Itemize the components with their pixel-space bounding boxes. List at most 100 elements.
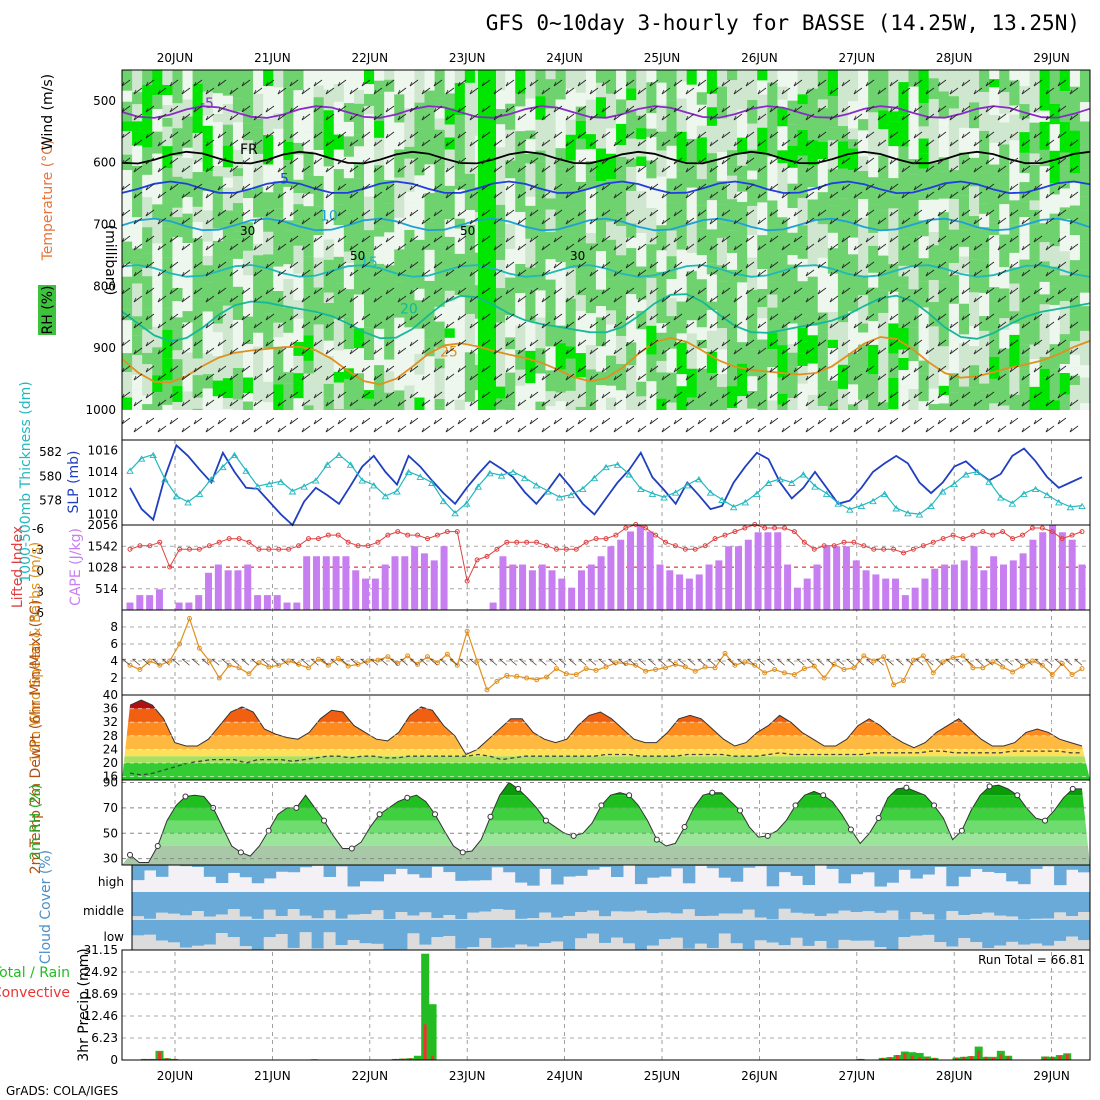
wind-barb [397, 243, 407, 251]
rh-cell [1009, 323, 1020, 335]
wind-barb [565, 113, 575, 121]
wind-barb [721, 79, 731, 87]
cloud-cell [910, 892, 923, 913]
rh-cell [535, 96, 546, 120]
rh-cell [142, 364, 153, 396]
wind-barb [589, 373, 599, 381]
rh-cell [938, 91, 950, 119]
wind-barb [265, 183, 275, 191]
wind-barb [733, 113, 743, 121]
wind-barb [937, 313, 947, 321]
rh-cell [989, 164, 1000, 177]
cloud-cell [503, 865, 516, 873]
rh2m-point [237, 849, 244, 856]
wind-barb [745, 79, 755, 87]
wind-barb [757, 269, 767, 277]
cloud-cell [958, 865, 971, 877]
wind-barb [361, 313, 371, 321]
rh-cell [686, 84, 698, 114]
rh-cell [434, 163, 446, 188]
wind-barb [493, 87, 503, 95]
wind-barb [565, 217, 575, 225]
cloud-cell [143, 865, 157, 871]
rh-cell [464, 82, 476, 110]
cloud-clear [1042, 945, 1055, 950]
rh2m-band [122, 833, 1090, 846]
wind-barb [625, 313, 635, 321]
thickness-point [172, 492, 181, 500]
rh-cell [192, 70, 204, 84]
rh-cell [222, 378, 234, 399]
rh-cell [132, 248, 143, 258]
cloud-clear [826, 913, 840, 920]
rh-cell [928, 99, 940, 112]
rh-cell [969, 102, 980, 129]
cloud-clear [658, 939, 672, 950]
thickness-point [590, 474, 599, 482]
cloud-cell [191, 920, 205, 946]
rh-cell [253, 217, 264, 244]
rh-cell [636, 299, 647, 311]
wind-barb [493, 165, 503, 173]
rh-cell [858, 332, 869, 345]
wind-barb [1057, 105, 1067, 113]
wind-barb [829, 347, 839, 355]
li-point [315, 536, 321, 542]
rh-cell [1069, 111, 1081, 131]
cloud-cell [862, 920, 875, 941]
wind10-point [405, 653, 411, 659]
precip-conv-bar [910, 1055, 914, 1060]
rh2m-point [515, 785, 522, 792]
li-point [1000, 529, 1006, 535]
rh-cell [384, 265, 395, 286]
wind-barb [457, 131, 467, 139]
rh-cell [283, 186, 294, 221]
rh-cell [757, 127, 768, 153]
wind-barb [325, 191, 335, 199]
rh-cell [807, 305, 819, 326]
rh-cell [666, 230, 678, 257]
wind-barb [349, 425, 359, 433]
rh-cell [202, 190, 214, 211]
rh-cell [464, 313, 476, 333]
rh-cell [646, 303, 657, 326]
cape-bar [823, 546, 831, 610]
li-point [831, 543, 837, 549]
wind-barb [1009, 391, 1019, 399]
rh-cell [1069, 272, 1081, 296]
rh-cell [243, 87, 254, 101]
wind-barb [901, 191, 911, 199]
rh-cell [868, 404, 879, 410]
cape-bar [293, 602, 301, 610]
wind-barb [301, 347, 311, 355]
rh-cell [404, 229, 415, 243]
cloud-cell [275, 892, 289, 917]
wind-barb [601, 287, 611, 295]
precip-tick: 12.46 [84, 1009, 118, 1023]
wind-barb [973, 321, 983, 329]
rh-cell [807, 199, 819, 220]
cape-bar [558, 578, 566, 610]
wind-barb [697, 339, 707, 347]
rh-cell [414, 354, 425, 375]
li-point [1020, 532, 1025, 538]
cloud-cell [323, 865, 337, 877]
rh-cell [273, 322, 284, 338]
rh-cell [505, 403, 516, 410]
rh-cell [858, 369, 869, 400]
wind-barb [529, 79, 539, 87]
rh-cell [585, 70, 597, 100]
rh-cell [364, 70, 375, 85]
rh-cell [444, 290, 456, 302]
wind-barb [409, 157, 419, 165]
rh-cell [152, 355, 163, 376]
rh-cell [807, 249, 819, 265]
wind-barb [421, 399, 431, 407]
wind-barb [709, 269, 719, 277]
cape-bar [587, 564, 595, 610]
wind10-point [1069, 672, 1075, 678]
rh2m-point [376, 811, 383, 818]
wind-barb [553, 417, 563, 425]
rh-cell [212, 228, 224, 241]
rh-cell [404, 277, 415, 302]
